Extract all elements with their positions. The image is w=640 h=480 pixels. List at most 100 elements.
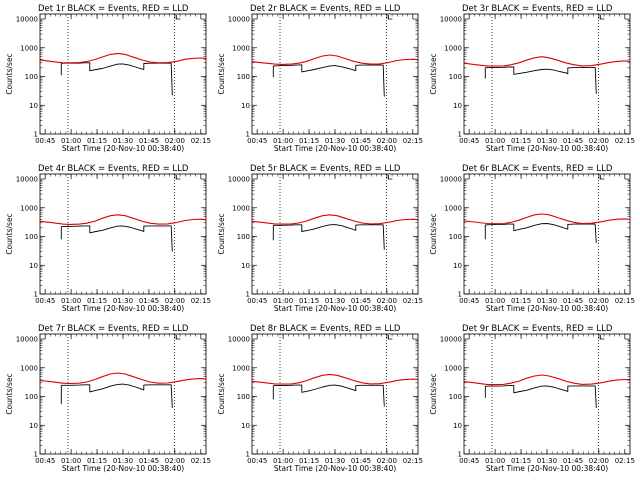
y-tick-label: 100 [25,233,38,241]
x-tick-label: 02:00 [165,297,185,305]
y-axis-label: Counts/sec [5,53,14,94]
y-tick-label: 10 [29,262,38,270]
y-tick-label: 1000 [444,204,462,212]
x-axis-label: Start Time (20-Nov-10 00:38:40) [274,464,396,473]
y-tick-label: 1 [458,451,462,459]
chart-title: Det 1r BLACK = Events, RED = LLD [38,4,189,14]
chart-title: Det 8r BLACK = Events, RED = LLD [250,324,401,334]
y-tick-label: 1000 [20,204,38,212]
x-tick-label: 01:45 [563,137,583,145]
interval-bracket [387,15,393,20]
y-axis-label: Counts/sec [217,53,226,94]
x-tick-label: 01:00 [273,137,293,145]
y-tick-label: 100 [449,393,462,401]
x-tick-label: 01:45 [139,137,159,145]
x-tick-label: 01:45 [139,297,159,305]
x-tick-label: 01:15 [87,137,107,145]
x-tick-label: 02:15 [403,137,423,145]
x-tick-label: 01:30 [537,457,557,465]
y-tick-label: 100 [237,73,250,81]
x-tick-label: 01:15 [87,457,107,465]
chart-panel-det-1r: Det 1r BLACK = Events, RED = LLD 1 10 100 10… [5,4,211,153]
x-tick-label: 01:30 [537,297,557,305]
y-tick-label: 10000 [440,336,462,344]
series-line-lld [463,374,631,386]
x-tick-label: 01:30 [325,137,345,145]
x-tick-label: 01:15 [511,137,531,145]
x-tick-label: 00:45 [35,297,55,305]
x-tick-label: 01:15 [299,457,319,465]
chart-panel-det-8r: Det 8r BLACK = Events, RED = LLD 1 10 100 10… [217,324,423,473]
x-tick-label: 01:45 [563,457,583,465]
chart-panel-det-2r: Det 2r BLACK = Events, RED = LLD 1 10 100 10… [217,4,423,153]
series-line-lld [39,214,207,225]
x-tick-label: 02:15 [403,297,423,305]
x-tick-label: 02:15 [191,137,211,145]
x-tick-label: 00:45 [35,137,55,145]
y-tick-label: 10000 [228,336,250,344]
y-axis-label: Counts/sec [429,373,438,414]
x-tick-label: 02:00 [589,457,609,465]
x-tick-label: 01:30 [113,137,133,145]
series-line-events [272,64,385,97]
x-tick-label: 00:45 [35,457,55,465]
x-tick-label: 02:00 [165,457,185,465]
x-tick-label: 02:00 [377,457,397,465]
x-tick-label: 01:30 [113,297,133,305]
interval-bracket [387,175,393,180]
y-axis-label: Counts/sec [429,53,438,94]
y-tick-label: 1 [458,131,462,139]
x-tick-label: 00:45 [459,297,479,305]
y-tick-label: 10 [241,262,250,270]
y-tick-label: 10000 [228,16,250,24]
plot-frame [39,13,207,135]
y-tick-label: 10000 [16,176,38,184]
x-axis-label: Start Time (20-Nov-10 00:38:40) [62,304,184,313]
x-tick-label: 02:15 [615,137,635,145]
series-line-events [272,224,385,250]
y-tick-label: 1000 [20,44,38,52]
chart-title: Det 4r BLACK = Events, RED = LLD [38,164,189,174]
y-tick-label: 10 [453,422,462,430]
x-tick-label: 02:15 [403,457,423,465]
x-axis-label: Start Time (20-Nov-10 00:38:40) [62,464,184,473]
x-tick-label: 01:15 [511,297,531,305]
y-tick-label: 10000 [228,176,250,184]
plot-frame [251,333,419,455]
x-tick-label: 01:15 [299,137,319,145]
chart-panel-det-5r: Det 5r BLACK = Events, RED = LLD 1 10 100 10… [217,164,423,313]
plot-frame [39,173,207,295]
x-tick-label: 02:00 [589,137,609,145]
y-tick-label: 10000 [440,16,462,24]
chart-panel-det-3r: Det 3r BLACK = Events, RED = LLD 1 10 100 10… [429,4,635,153]
x-tick-label: 01:45 [351,137,371,145]
y-axis-label: Counts/sec [5,213,14,254]
series-line-lld [39,372,207,385]
x-axis-label: Start Time (20-Nov-10 00:38:40) [486,144,608,153]
interval-bracket [599,175,605,180]
series-line-lld [463,213,631,225]
x-tick-label: 01:30 [537,137,557,145]
x-tick-label: 00:45 [247,297,267,305]
x-tick-label: 01:15 [511,457,531,465]
plot-frame [251,173,419,295]
y-tick-label: 100 [449,233,462,241]
interval-bracket [175,335,181,340]
y-tick-label: 10 [453,102,462,110]
x-axis-label: Start Time (20-Nov-10 00:38:40) [62,144,184,153]
interval-bracket [175,175,181,180]
y-tick-label: 10 [241,102,250,110]
x-tick-label: 01:00 [273,457,293,465]
y-axis-label: Counts/sec [429,213,438,254]
y-axis-label: Counts/sec [217,373,226,414]
y-tick-label: 10000 [16,16,38,24]
y-tick-label: 10 [29,102,38,110]
x-axis-label: Start Time (20-Nov-10 00:38:40) [274,144,396,153]
y-axis-label: Counts/sec [217,213,226,254]
x-tick-label: 02:15 [615,457,635,465]
series-line-events [60,383,173,409]
x-tick-label: 00:45 [459,457,479,465]
x-tick-label: 02:15 [191,297,211,305]
series-line-events [484,66,597,94]
